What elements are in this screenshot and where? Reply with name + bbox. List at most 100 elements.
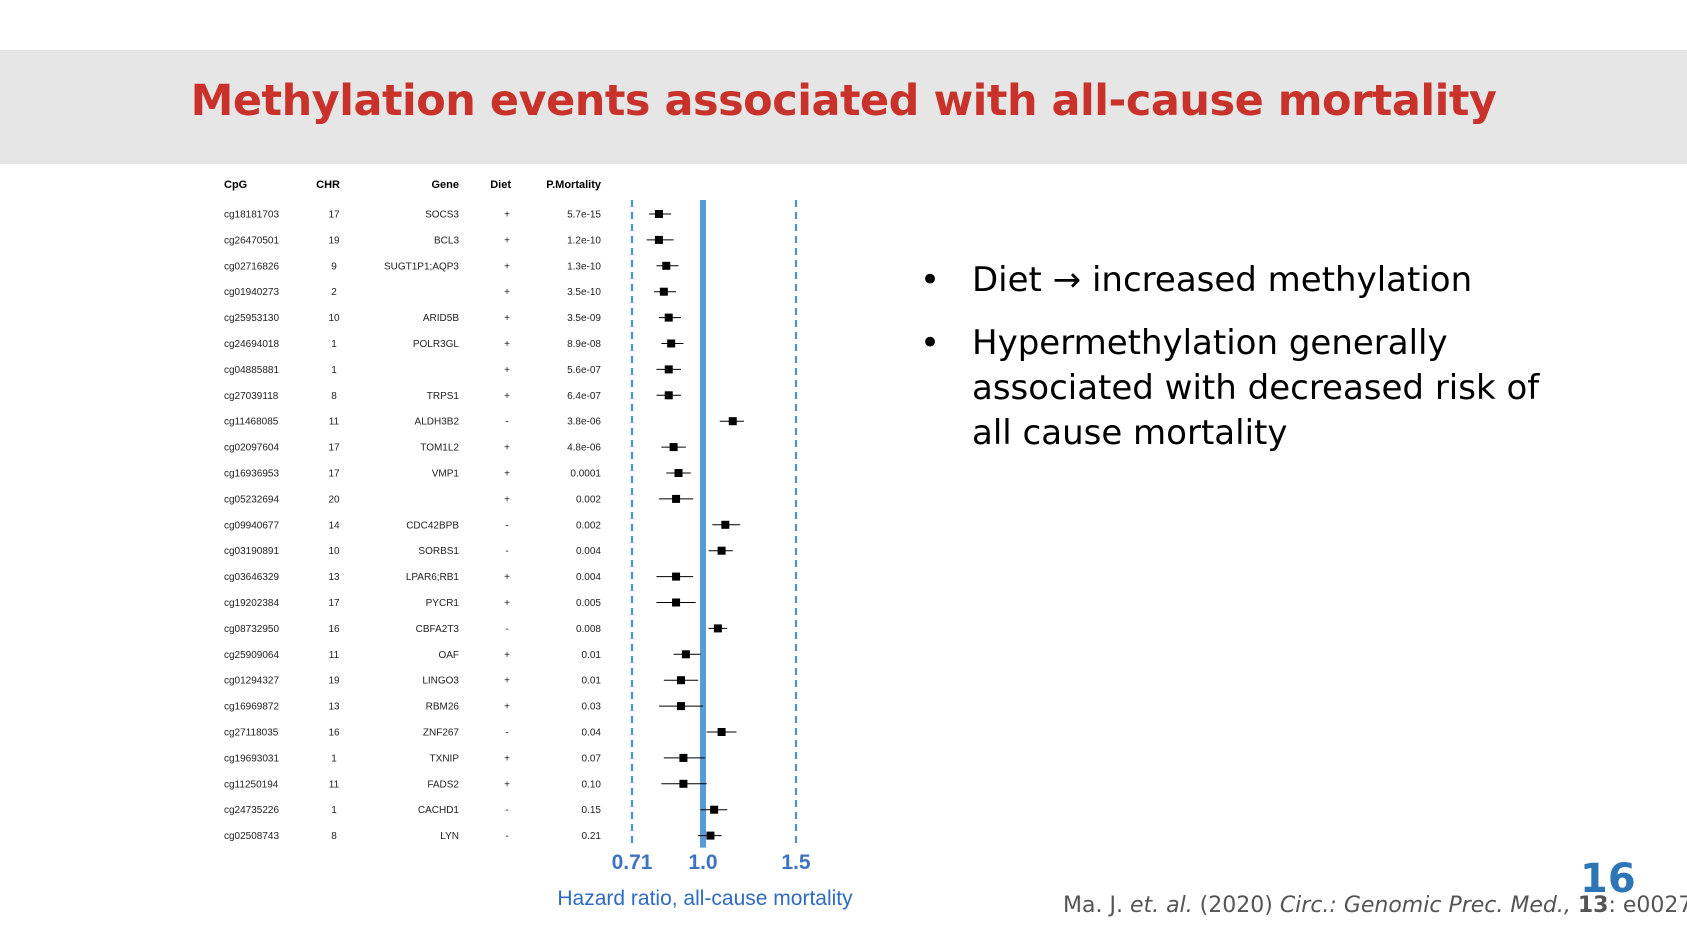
cell-cpg: cg02508743	[224, 831, 279, 842]
cell-diet: -	[505, 520, 508, 531]
bullet-item: • Diet → increased methylation	[920, 258, 1540, 303]
hazard-ratio-point	[659, 287, 668, 296]
cell-gene: OAF	[438, 650, 459, 661]
cell-chr: 8	[331, 391, 337, 402]
cell-p-mortality: 0.008	[576, 624, 601, 635]
cell-chr: 11	[329, 417, 340, 428]
bullet-item: • Hypermethylation generally associated …	[920, 321, 1540, 456]
cell-cpg: cg01940273	[224, 287, 279, 298]
cell-diet: +	[504, 261, 510, 272]
cell-diet: +	[504, 391, 510, 402]
hazard-ratio-point	[721, 520, 730, 529]
cell-diet: -	[505, 728, 508, 739]
cell-cpg: cg05232694	[224, 494, 279, 505]
cell-p-mortality: 5.6e-07	[567, 365, 601, 376]
cell-gene: TXNIP	[430, 753, 460, 764]
cell-p-mortality: 1.2e-10	[567, 235, 601, 246]
cell-cpg: cg03646329	[224, 572, 279, 583]
cell-chr: 17	[328, 598, 340, 609]
cell-p-mortality: 4.8e-06	[567, 443, 601, 454]
hazard-ratio-point	[676, 676, 685, 685]
forest-plot: CpG CHR Gene Diet P.Mortality cg18181703 17 SO…	[224, 179, 853, 910]
cell-chr: 10	[328, 313, 340, 324]
cell-p-mortality: 1.3e-10	[567, 261, 601, 272]
cell-diet: +	[504, 443, 510, 454]
cell-p-mortality: 0.002	[576, 520, 601, 531]
cell-gene: VMP1	[432, 469, 460, 480]
column-header-diet: Diet	[490, 179, 511, 191]
hazard-ratio-point	[669, 443, 678, 452]
title-band	[0, 50, 1687, 164]
column-header-cpg: CpG	[224, 179, 247, 191]
cell-chr: 19	[328, 676, 340, 687]
cell-cpg: cg08732950	[224, 624, 279, 635]
cell-chr: 16	[328, 624, 340, 635]
hazard-ratio-point	[681, 650, 690, 659]
cell-diet: +	[504, 779, 510, 790]
cell-gene: ALDH3B2	[415, 417, 460, 428]
cell-diet: +	[504, 339, 510, 350]
cell-chr: 8	[331, 831, 337, 842]
cell-cpg: cg27039118	[224, 391, 279, 402]
hazard-ratio-point	[664, 391, 673, 400]
cell-cpg: cg11468085	[224, 417, 279, 428]
cell-chr: 1	[331, 753, 337, 764]
cell-cpg: cg16936953	[224, 469, 279, 480]
hazard-ratio-point	[654, 210, 663, 218]
cell-gene: PYCR1	[426, 598, 460, 609]
cell-gene: LINGO3	[422, 676, 459, 687]
cell-p-mortality: 0.07	[582, 753, 602, 764]
cell-gene: LPAR6;RB1	[406, 572, 460, 583]
cell-cpg: cg02716826	[224, 261, 279, 272]
cell-diet: +	[504, 702, 510, 713]
x-tick-label: 0.71	[612, 851, 653, 874]
hazard-ratio-point	[664, 313, 673, 322]
cell-cpg: cg18181703	[224, 210, 279, 221]
cell-diet: +	[504, 287, 510, 298]
hazard-ratio-point	[662, 261, 671, 270]
cell-cpg: cg01294327	[224, 676, 279, 687]
hazard-ratio-point	[672, 572, 681, 581]
cell-diet: +	[504, 494, 510, 505]
cell-p-mortality: 8.9e-08	[567, 339, 601, 350]
citation-author: Ma. J.	[1063, 893, 1130, 918]
cell-cpg: cg19202384	[224, 598, 279, 609]
hazard-ratio-point	[672, 598, 681, 607]
cell-chr: 13	[328, 572, 340, 583]
cell-diet: +	[504, 469, 510, 480]
cell-chr: 16	[328, 728, 340, 739]
x-axis-title: Hazard ratio, all-cause mortality	[557, 887, 853, 910]
hazard-ratio-point	[664, 365, 673, 374]
hazard-ratio-point	[676, 702, 685, 711]
cell-p-mortality: 3.5e-09	[567, 313, 601, 324]
cell-p-mortality: 0.01	[582, 676, 602, 687]
cell-diet: -	[505, 417, 508, 428]
hazard-ratio-point	[667, 339, 676, 348]
bullet-list: • Diet → increased methylation • Hyperme…	[920, 258, 1540, 474]
citation-year: (2020)	[1192, 893, 1280, 918]
citation-journal: Circ.: Genomic Prec. Med.,	[1279, 893, 1571, 918]
cell-p-mortality: 3.8e-06	[567, 417, 601, 428]
cell-gene: FADS2	[427, 779, 459, 790]
cell-diet: -	[505, 831, 508, 842]
cell-chr: 14	[328, 520, 340, 531]
bullet-dot-icon: •	[920, 260, 941, 300]
cell-cpg: cg16969872	[224, 702, 279, 713]
cell-p-mortality: 0.15	[582, 805, 602, 816]
cell-gene: TOM1L2	[420, 443, 459, 454]
cell-chr: 11	[329, 650, 340, 661]
hazard-ratio-point	[717, 546, 726, 555]
bullet-text: Diet → increased methylation	[972, 260, 1473, 300]
cell-cpg: cg25953130	[224, 313, 279, 324]
hazard-ratio-point	[679, 779, 688, 788]
cell-p-mortality: 0.0001	[570, 469, 601, 480]
hazard-ratio-point	[654, 235, 663, 244]
cell-gene: SOCS3	[425, 210, 459, 221]
slide-title: Methylation events associated with all-c…	[190, 76, 1497, 126]
cell-p-mortality: 0.002	[576, 494, 601, 505]
cell-chr: 13	[328, 702, 340, 713]
cell-cpg: cg25909064	[224, 650, 279, 661]
cell-chr: 1	[331, 339, 337, 350]
cell-p-mortality: 0.004	[576, 546, 601, 557]
hazard-ratio-point	[710, 805, 719, 814]
